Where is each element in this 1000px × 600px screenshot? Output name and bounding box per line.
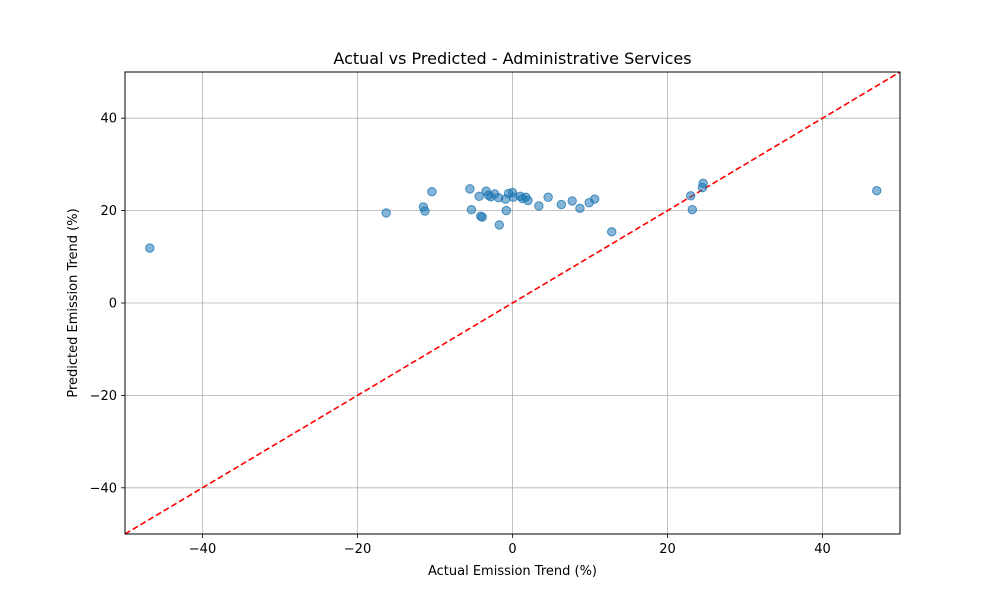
data-point [567, 196, 577, 206]
data-points [145, 178, 882, 253]
data-point [501, 205, 511, 216]
x-tick-label: −20 [344, 542, 371, 557]
y-tick-label: −40 [90, 481, 117, 496]
y-tick-label: −20 [90, 389, 117, 404]
data-point [543, 192, 553, 202]
data-point [381, 208, 391, 218]
grid-lines [125, 72, 900, 534]
data-point [145, 243, 155, 253]
y-axis-label: Predicted Emission Trend (%) [66, 208, 81, 397]
data-point [872, 186, 882, 196]
x-tick-label: −40 [189, 542, 216, 557]
data-point [494, 220, 505, 230]
y-tick-label: 40 [100, 112, 117, 127]
reference-line [124, 71, 901, 535]
data-point [698, 178, 708, 189]
data-point [687, 204, 697, 215]
data-point [575, 203, 585, 213]
data-point [477, 212, 487, 222]
data-point [465, 184, 475, 194]
data-point [474, 191, 484, 201]
data-point [534, 201, 544, 211]
data-point [589, 194, 600, 204]
data-point [523, 195, 533, 206]
data-point [420, 206, 430, 216]
x-axis-label: Actual Emission Trend (%) [428, 564, 597, 579]
data-point [466, 204, 477, 215]
x-tick-label: 20 [659, 542, 676, 557]
data-point [686, 191, 696, 201]
data-point [607, 227, 617, 237]
x-tick-label: 40 [814, 542, 831, 557]
reference-line-layer [124, 71, 901, 535]
data-point [427, 186, 437, 197]
data-point [556, 199, 567, 210]
y-tick-label: 0 [109, 297, 117, 312]
x-tick-label: 0 [508, 542, 516, 557]
y-tick-label: 20 [100, 204, 117, 219]
chart-title: Actual vs Predicted - Administrative Ser… [333, 49, 691, 68]
axis-ticks: −40 −20 0 20 40 −40 −20 0 20 40 [90, 112, 831, 557]
